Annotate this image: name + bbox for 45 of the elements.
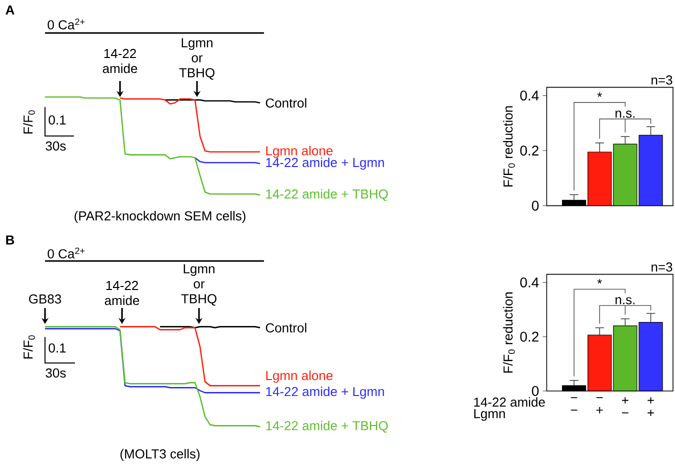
annotation: * [597,279,602,284]
x-tick-label: − − [570,397,578,411]
y-axis-title: F/F$_{0}$ [23,110,35,134]
x-tick-label: + − [622,397,628,414]
text: Lgmn [474,409,505,421]
text: 14-22 amide [474,397,545,407]
text: 14-22 amide [102,48,138,74]
y-tick-label: 0.4 [520,277,539,288]
text: n=3 [652,75,672,85]
x-tick-label: − + [596,397,603,414]
series-label: 14-22 amide + Lgmn [266,158,384,170]
text: 14-22 amide [104,280,140,306]
y-tick-label: 0.4 [520,90,539,101]
y-axis-title: F/F$_{0}$ [23,335,35,358]
annotation: * [597,92,602,97]
text: GB83 [29,294,62,304]
series-label: 14-22 amide + TBHQ [266,420,388,433]
text: 0 Ca$^{2+}$ [48,248,85,258]
series-label: Control [266,98,306,108]
annotation: n.s. [616,110,634,118]
series-label: Lgmn alone [266,370,333,383]
text: n=3 [652,262,672,272]
annotation: n.s. [616,297,634,304]
y-tick-label: 0 [532,386,539,396]
y-tick-label: 0 [532,200,539,211]
series-label: 14-22 amide + Lgmn [266,386,384,399]
y-axis-title: F/F$_{0}$ reduction [503,106,515,186]
series-label: Control [266,322,306,332]
text: (PAR2-knockdown SEM cells) [74,210,246,224]
text: B [6,236,14,244]
annotation: 0.1 [48,343,66,353]
text: Lgmn or TBHQ [179,38,214,80]
x-tick-label: + + [648,397,654,416]
annotation: 30s [46,368,66,378]
series-label: 14-22 amide + TBHQ [266,189,388,201]
annotation: 0.1 [48,115,66,125]
text: 0 Ca$^{2+}$ [48,18,85,30]
annotation: 30s [46,141,66,151]
series-label: Lgmn alone [266,146,333,158]
y-axis-title: F/F$_{0}$ reduction [503,292,515,373]
y-tick-label: 0.2 [520,146,538,156]
text: A [6,6,14,14]
text: (MOLT3 cells) [120,448,200,462]
y-tick-label: 0.2 [520,332,538,342]
text: Lgmn or TBHQ [181,264,216,306]
